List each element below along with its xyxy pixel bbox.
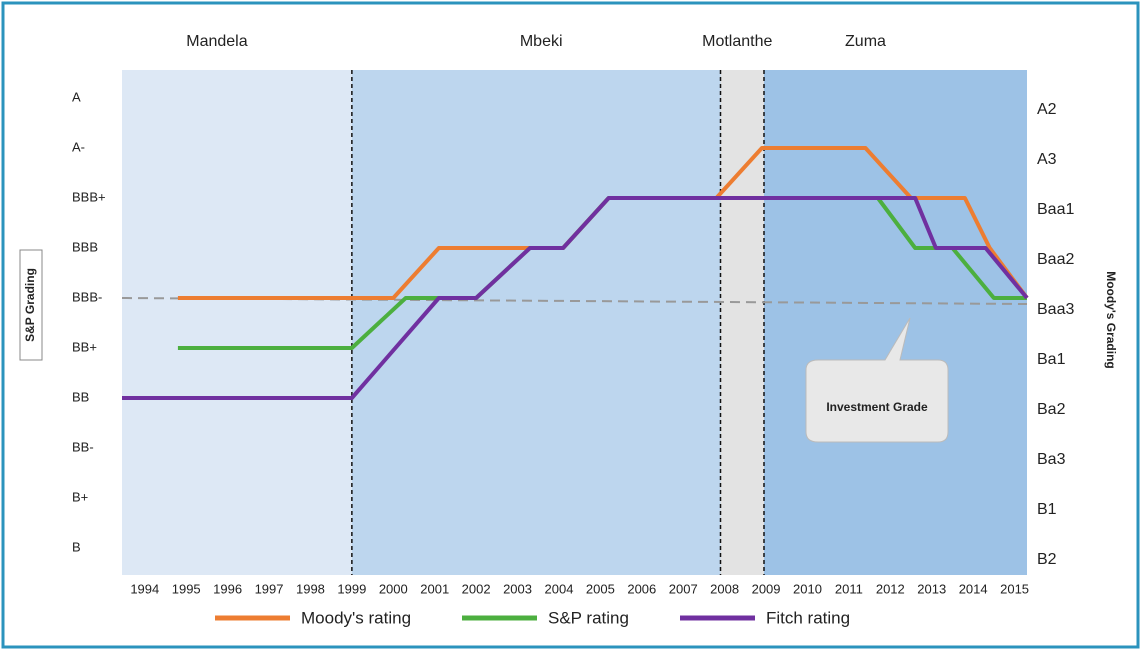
- series-line: [122, 196, 1029, 400]
- x-tick-label: 2013: [917, 581, 946, 596]
- lines: [122, 146, 1029, 400]
- x-tick-label: 2015: [1000, 581, 1029, 596]
- period-label: Mandela: [186, 33, 247, 50]
- x-tick-label: 1998: [296, 581, 325, 596]
- period-band: [720, 70, 764, 575]
- legend-label: Moody's rating: [301, 608, 411, 627]
- axes: BB+BB-BBBB+BBB-BBBBBB+A-AB2B1Ba3Ba2Ba1Ba…: [72, 89, 1074, 596]
- y2-tick-label: Baa2: [1037, 251, 1074, 268]
- y-tick-label: B+: [72, 489, 88, 504]
- y2-tick-label: B2: [1037, 551, 1057, 568]
- legend-label: S&P rating: [548, 608, 629, 627]
- period-band: [122, 70, 352, 575]
- x-tick-label: 2010: [793, 581, 822, 596]
- x-tick-label: 2011: [835, 581, 863, 596]
- x-tick-label: 2008: [710, 581, 739, 596]
- y-tick-label: BB: [72, 389, 89, 404]
- x-tick-label: 1996: [213, 581, 242, 596]
- x-tick-label: 2014: [959, 581, 988, 596]
- period-label: Motlanthe: [702, 33, 772, 50]
- backgrounds: Mandela Mbeki Motlanthe Zuma: [122, 33, 1027, 575]
- x-tick-label: 2003: [503, 581, 532, 596]
- period-band: [763, 70, 1027, 575]
- x-tick-label: 1999: [337, 581, 366, 596]
- y2-tick-label: A2: [1037, 101, 1057, 118]
- y-tick-label: A: [72, 89, 81, 104]
- period-band: [351, 70, 721, 575]
- x-tick-label: 2009: [752, 581, 781, 596]
- y-label-box: [19, 249, 43, 361]
- y-tick-label: BBB+: [72, 189, 106, 204]
- legend-label: Fitch rating: [766, 608, 850, 627]
- x-tick-label: 2004: [545, 581, 574, 596]
- y2-tick-label: A3: [1037, 151, 1057, 168]
- x-tick-label: 2007: [669, 581, 698, 596]
- annotation-text: Investment Grade: [826, 400, 928, 414]
- y-tick-label: A-: [72, 139, 85, 154]
- x-tick-label: 2001: [420, 581, 449, 596]
- x-tick-label: 2000: [379, 581, 408, 596]
- x-tick-label: 1995: [172, 581, 201, 596]
- x-tick-label: 2002: [462, 581, 491, 596]
- y-tick-label: BBB-: [72, 289, 102, 304]
- y-axis-label: S&P Grading: [23, 268, 37, 342]
- y2-tick-label: Baa1: [1037, 201, 1074, 218]
- x-tick-label: 1994: [130, 581, 159, 596]
- y2-tick-label: Baa3: [1037, 301, 1074, 318]
- y-tick-label: BBB: [72, 239, 98, 254]
- y2-axis-label: Moody's Grading: [1104, 271, 1118, 369]
- x-tick-label: 2006: [627, 581, 656, 596]
- period-label: Zuma: [845, 33, 886, 50]
- callout: [805, 317, 949, 443]
- x-tick-label: 1997: [255, 581, 284, 596]
- y-tick-label: B: [72, 539, 81, 554]
- x-tick-label: 2005: [586, 581, 615, 596]
- y2-tick-label: Ba2: [1037, 401, 1066, 418]
- y2-tick-label: B1: [1037, 501, 1057, 518]
- y-tick-label: BB+: [72, 339, 97, 354]
- x-tick-label: 2012: [876, 581, 905, 596]
- period-label: Mbeki: [520, 33, 563, 50]
- y-tick-label: BB-: [72, 439, 94, 454]
- y2-tick-label: Ba3: [1037, 451, 1066, 468]
- y2-tick-label: Ba1: [1037, 351, 1066, 368]
